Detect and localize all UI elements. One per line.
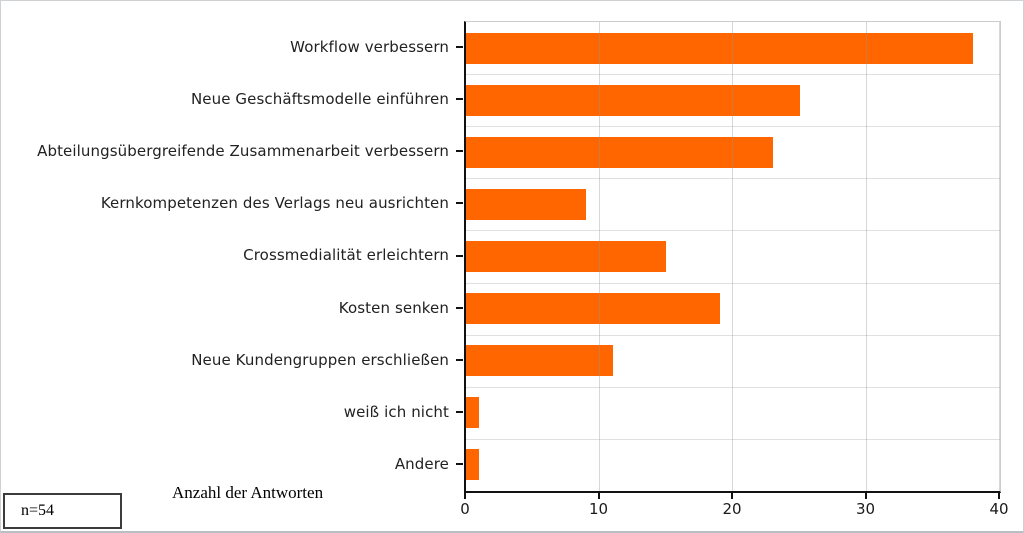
gridline-horizontal bbox=[466, 438, 1000, 440]
category-label: Crossmedialität erleichtern bbox=[243, 246, 449, 265]
x-tick-label: 10 bbox=[588, 500, 609, 518]
category-label: Kosten senken bbox=[338, 298, 449, 317]
gridline-horizontal bbox=[466, 230, 1000, 232]
x-tick-mark bbox=[864, 492, 867, 499]
category-label: Andere bbox=[394, 454, 449, 473]
gridline-horizontal bbox=[466, 126, 1000, 128]
x-tick-mark bbox=[597, 492, 600, 499]
category-label: Abteilungsübergreifende Zusammenarbeit v… bbox=[37, 142, 449, 161]
gridline-vertical bbox=[598, 22, 600, 491]
y-tick-mark bbox=[456, 150, 463, 153]
bar bbox=[466, 397, 480, 429]
sample-size-box: n=54 bbox=[3, 493, 122, 529]
bar bbox=[466, 241, 667, 272]
sample-size-label: n=54 bbox=[21, 502, 55, 519]
x-tick-mark bbox=[731, 492, 733, 499]
gridline-horizontal bbox=[466, 282, 1000, 284]
y-tick-mark bbox=[456, 358, 463, 361]
category-label: Neue Geschäftsmodelle einführen bbox=[190, 90, 449, 109]
x-tick-label: 0 bbox=[460, 500, 470, 518]
x-tick-mark bbox=[464, 492, 466, 499]
plot-area bbox=[464, 21, 1001, 493]
gridline-vertical bbox=[865, 22, 867, 491]
y-tick-mark bbox=[456, 306, 463, 309]
x-tick-label: 40 bbox=[989, 500, 1009, 518]
gridline-horizontal bbox=[466, 386, 1000, 388]
y-tick-mark bbox=[456, 98, 463, 101]
bar bbox=[466, 345, 613, 377]
y-tick-mark bbox=[456, 46, 463, 49]
gridline-vertical bbox=[732, 22, 733, 491]
bar bbox=[466, 84, 800, 116]
bar bbox=[466, 449, 480, 481]
x-tick-label: 30 bbox=[855, 500, 876, 518]
y-tick-mark bbox=[456, 410, 463, 413]
y-tick-mark bbox=[456, 462, 463, 465]
bar bbox=[466, 32, 974, 64]
gridline-horizontal bbox=[466, 334, 1000, 336]
bar bbox=[466, 188, 587, 220]
gridline-horizontal bbox=[466, 178, 1000, 180]
category-label: Kernkompetenzen des Verlags neu ausricht… bbox=[100, 194, 449, 213]
x-tick-label: 20 bbox=[722, 500, 742, 518]
category-label: weiß ich nicht bbox=[343, 402, 449, 421]
x-axis-title: Anzahl der Antworten bbox=[172, 483, 324, 502]
x-tick-mark bbox=[998, 492, 1000, 499]
bar bbox=[466, 136, 774, 168]
bar bbox=[466, 293, 720, 325]
category-label: Workflow verbessern bbox=[290, 38, 449, 57]
y-tick-mark bbox=[456, 202, 463, 205]
y-tick-mark bbox=[456, 254, 463, 257]
category-label: Neue Kundengruppen erschließen bbox=[191, 350, 449, 369]
gridline-vertical bbox=[999, 22, 1000, 491]
gridline-horizontal bbox=[466, 74, 1000, 76]
